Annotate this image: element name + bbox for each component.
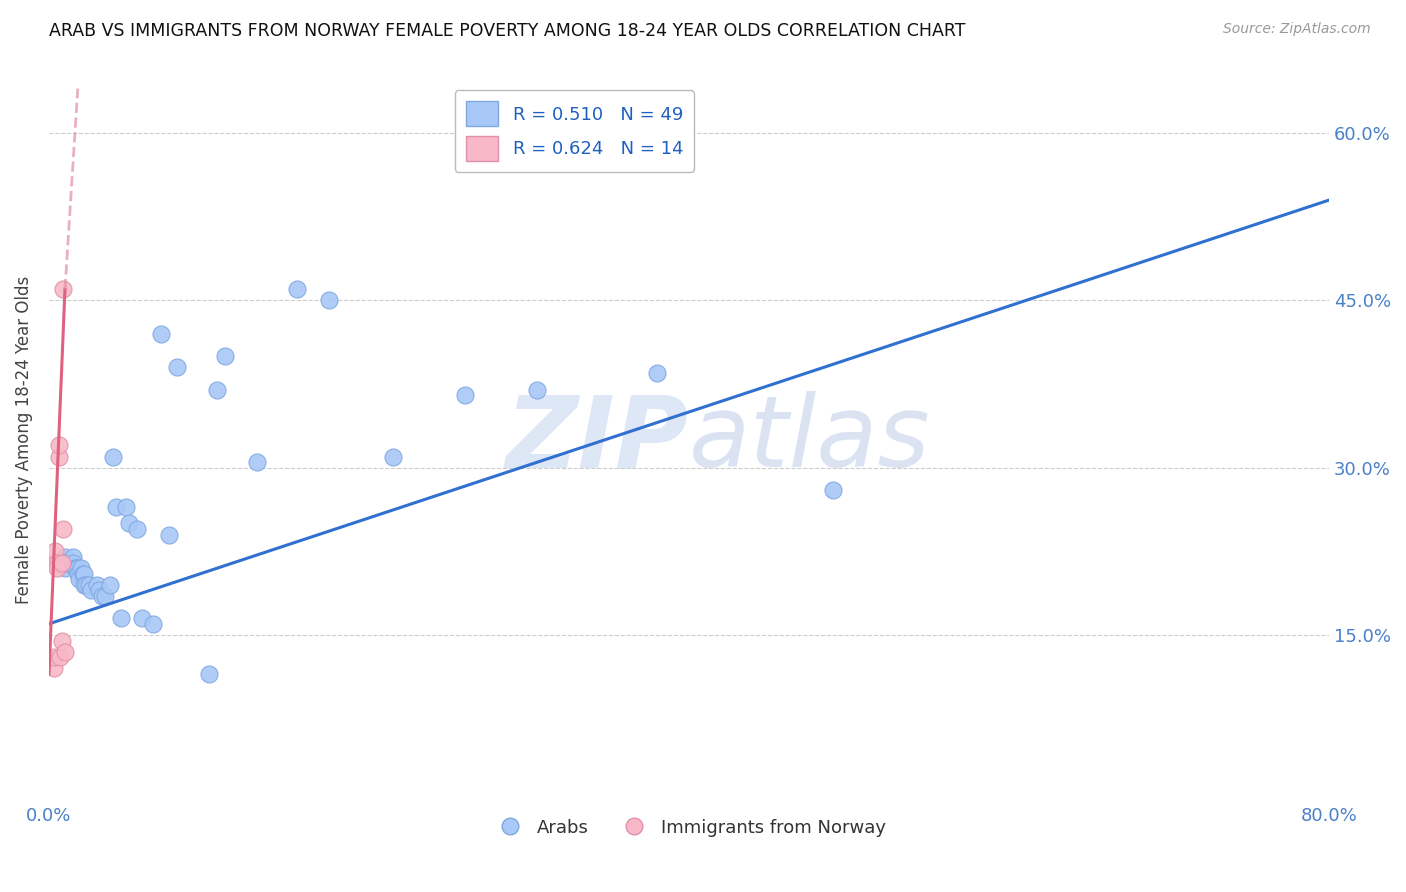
Point	[63, 561, 86, 575]
Point	[142, 616, 165, 631]
Point	[526, 383, 548, 397]
Point	[821, 483, 844, 497]
Point	[56, 556, 79, 570]
Point	[44, 544, 66, 558]
Point	[246, 455, 269, 469]
Point	[53, 645, 76, 659]
Point	[131, 611, 153, 625]
Point	[86, 578, 108, 592]
Point	[70, 561, 93, 575]
Point	[52, 522, 75, 536]
Point	[318, 293, 340, 308]
Point	[66, 566, 89, 581]
Point	[110, 611, 132, 625]
Point	[49, 650, 72, 665]
Point	[114, 500, 136, 514]
Legend: Arabs, Immigrants from Norway: Arabs, Immigrants from Norway	[485, 812, 893, 844]
Point	[52, 282, 75, 296]
Point	[62, 549, 84, 564]
Point	[42, 650, 65, 665]
Point	[66, 561, 89, 575]
Point	[46, 556, 69, 570]
Point	[51, 633, 73, 648]
Point	[75, 578, 97, 592]
Text: atlas: atlas	[689, 392, 931, 488]
Point	[87, 583, 110, 598]
Point	[62, 556, 84, 570]
Point	[214, 349, 236, 363]
Point	[46, 561, 69, 575]
Point	[382, 450, 405, 464]
Point	[94, 589, 117, 603]
Point	[48, 438, 70, 452]
Point	[42, 661, 65, 675]
Point	[67, 572, 90, 586]
Point	[72, 566, 94, 581]
Point	[73, 578, 96, 592]
Point	[79, 583, 101, 598]
Y-axis label: Female Poverty Among 18-24 Year Olds: Female Poverty Among 18-24 Year Olds	[15, 276, 32, 604]
Point	[285, 282, 308, 296]
Point	[51, 556, 73, 570]
Point	[157, 527, 180, 541]
Point	[198, 667, 221, 681]
Point	[53, 549, 76, 564]
Point	[118, 516, 141, 531]
Point	[125, 522, 148, 536]
Point	[77, 578, 100, 592]
Point	[51, 556, 73, 570]
Text: ARAB VS IMMIGRANTS FROM NORWAY FEMALE POVERTY AMONG 18-24 YEAR OLDS CORRELATION : ARAB VS IMMIGRANTS FROM NORWAY FEMALE PO…	[49, 22, 966, 40]
Point	[149, 326, 172, 341]
Point	[73, 566, 96, 581]
Point	[98, 578, 121, 592]
Point	[166, 360, 188, 375]
Point	[65, 561, 87, 575]
Point	[454, 388, 477, 402]
Point	[90, 589, 112, 603]
Point	[59, 556, 82, 570]
Point	[205, 383, 228, 397]
Text: Source: ZipAtlas.com: Source: ZipAtlas.com	[1223, 22, 1371, 37]
Point	[48, 450, 70, 464]
Point	[46, 556, 69, 570]
Point	[44, 556, 66, 570]
Point	[53, 561, 76, 575]
Point	[101, 450, 124, 464]
Text: ZIP: ZIP	[506, 392, 689, 488]
Point	[645, 366, 668, 380]
Point	[105, 500, 128, 514]
Point	[53, 556, 76, 570]
Point	[53, 556, 76, 570]
